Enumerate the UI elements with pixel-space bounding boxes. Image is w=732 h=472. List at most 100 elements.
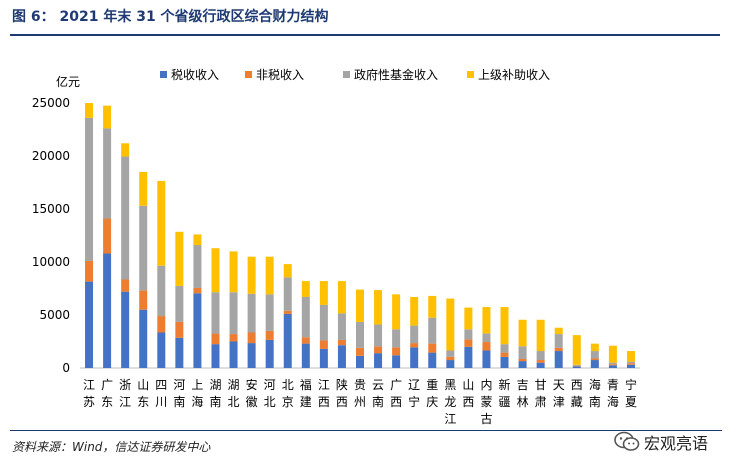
y-tick-label: 0 [62, 361, 70, 375]
bar-segment [392, 347, 401, 356]
x-tick-label: 海 [607, 394, 619, 409]
x-tick-label: 建 [300, 395, 312, 409]
y-tick-label: 20000 [32, 149, 70, 163]
title-divider [10, 34, 720, 36]
x-tick-label: 东 [137, 395, 149, 409]
bar-segment [482, 350, 491, 368]
chart-bars [85, 103, 635, 368]
bar-segment [374, 324, 383, 347]
bar-segment [103, 128, 112, 219]
bar-segment [392, 355, 401, 368]
bar-segment [121, 279, 130, 292]
bar-segment [337, 339, 346, 346]
bar-segment [301, 337, 310, 344]
bar-segment [536, 362, 545, 368]
bar-segment [139, 309, 148, 368]
bar-segment [85, 117, 94, 261]
x-tick-label: 海 [191, 394, 203, 409]
x-tick-label: 夏 [625, 395, 637, 409]
y-tick-label: 10000 [32, 255, 70, 269]
watermark: 宏观亮语 [614, 430, 708, 454]
x-tick-label: 南 [209, 394, 221, 409]
bar-segment [572, 365, 581, 367]
y-axis-unit: 亿元 [56, 74, 80, 89]
bar-segment [265, 339, 274, 368]
bar-segment [193, 293, 202, 368]
bar-segment [175, 285, 184, 322]
bar-segment [211, 333, 220, 345]
bar-segment [518, 361, 527, 368]
x-tick-label: 内 [480, 378, 492, 392]
bar-segment [337, 281, 346, 314]
x-tick-label: 藏 [571, 395, 583, 409]
bar-segment [536, 360, 545, 363]
bar-segment [247, 256, 256, 294]
bar-segment [247, 332, 256, 344]
bar-segment [482, 307, 491, 334]
x-tick-label: 肃 [535, 395, 547, 409]
bar-segment [193, 287, 202, 294]
bar-segment [247, 343, 256, 368]
bar-segment [229, 334, 238, 342]
bar-segment [121, 143, 130, 157]
x-tick-label: 江 [318, 378, 330, 392]
x-tick-label: 津 [553, 395, 565, 409]
x-tick-label: 四 [155, 378, 167, 392]
x-tick-label: 江 [83, 378, 95, 392]
y-tick-label: 25000 [32, 96, 70, 110]
bar-segment [175, 321, 184, 338]
x-tick-label: 陕 [336, 377, 348, 392]
bar-segment [356, 355, 364, 368]
x-tick-label: 庆 [426, 395, 438, 409]
bar-segment [356, 321, 364, 348]
x-tick-label: 甘 [535, 378, 547, 392]
bar-segment [103, 105, 112, 129]
bar-segment [590, 343, 599, 352]
x-tick-label: 湖 [209, 377, 221, 392]
bar-segment [500, 352, 509, 357]
x-tick-label: 江 [444, 412, 456, 426]
x-tick-label: 古 [480, 411, 492, 426]
chart-title: 图 6： 2021 年末 31 个省级行政区综合财力结构 [12, 9, 329, 25]
x-tick-label: 河 [173, 378, 185, 392]
bar-segment [229, 251, 238, 293]
x-tick-label: 湖 [228, 377, 240, 392]
x-tick-label: 青 [607, 378, 619, 392]
legend-swatch [160, 71, 167, 78]
bar-segment [536, 351, 545, 361]
bar-segment [446, 360, 455, 368]
bar-segment [356, 347, 364, 356]
bar-segment [482, 333, 491, 343]
x-tick-label: 州 [354, 395, 366, 409]
bar-segment [608, 362, 617, 365]
bar-segment [265, 294, 274, 331]
x-tick-label: 广 [390, 378, 402, 392]
x-tick-label: 北 [228, 395, 240, 409]
bar-segment [536, 319, 545, 352]
bar-segment [518, 346, 527, 359]
y-tick-label: 5000 [39, 308, 70, 322]
watermark-text: 宏观亮语 [644, 434, 709, 453]
x-tick-label: 山 [462, 378, 474, 392]
bar-segment [572, 366, 581, 368]
bar-segment [121, 156, 130, 280]
bar-segment [193, 245, 202, 288]
legend-label: 税收收入 [171, 68, 219, 82]
bar-segment [265, 256, 274, 295]
bar-segment [428, 295, 437, 318]
x-tick-label: 南 [372, 394, 384, 409]
x-tick-label: 南 [589, 394, 601, 409]
bar-segment [157, 332, 166, 368]
bar-segment [374, 346, 383, 354]
bar-segment [85, 260, 94, 282]
bar-segment [229, 292, 238, 335]
x-tick-label: 龙 [444, 395, 456, 409]
bar-segment [482, 342, 491, 351]
bar-segment [626, 361, 635, 364]
bar-segment [157, 180, 166, 266]
bar-segment [211, 292, 220, 334]
bar-segment [103, 218, 112, 254]
source-note: 资料来源：Wind，信达证券研发中心 [12, 440, 211, 454]
bar-segment [464, 329, 473, 340]
